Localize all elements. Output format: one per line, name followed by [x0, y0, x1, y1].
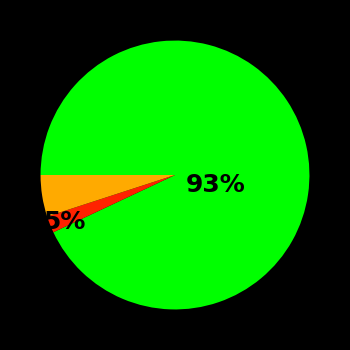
Wedge shape	[41, 175, 175, 217]
Text: 5%: 5%	[43, 210, 85, 234]
Text: 93%: 93%	[186, 173, 245, 197]
Wedge shape	[47, 175, 175, 232]
Wedge shape	[41, 41, 309, 309]
